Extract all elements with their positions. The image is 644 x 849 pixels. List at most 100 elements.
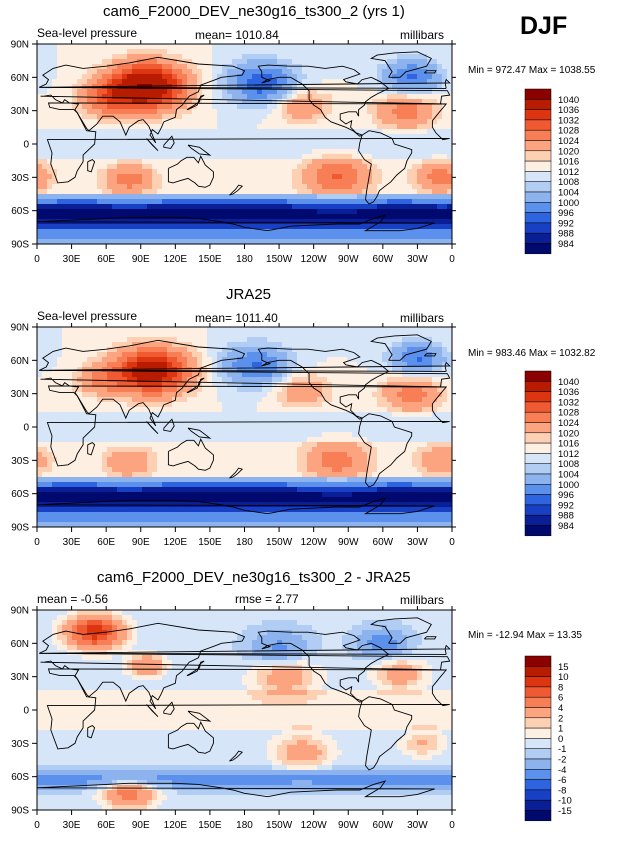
colorbar-label: 992 [558, 500, 574, 511]
colorbar-swatch [524, 686, 552, 698]
colorbar-swatch [524, 381, 552, 392]
coastline-14 [229, 467, 244, 479]
coastline-13 [423, 70, 437, 74]
colorbar-label: 8 [558, 682, 563, 693]
colorbar-label: 984 [558, 239, 574, 250]
coastline-14 [229, 750, 244, 762]
x-tick-label: 90E [132, 254, 150, 265]
coastline-7 [146, 704, 159, 718]
y-tick-label: 90N [11, 323, 29, 334]
colorbar-label: 1028 [558, 408, 579, 419]
coastline-2 [257, 347, 390, 420]
colorbar-swatch [524, 391, 552, 403]
colorbar-label: 996 [558, 208, 574, 219]
coastline-11 [87, 442, 96, 456]
colorbar-swatch [524, 738, 552, 749]
coastline-13 [423, 636, 437, 640]
panel1-left-label: Sea-level pressure [37, 26, 138, 40]
x-tick-label: 60W [373, 820, 394, 831]
colorbar-swatch [524, 232, 552, 244]
colorbar-label: -10 [558, 796, 572, 807]
coastline-5 [369, 617, 432, 644]
colorbar-label: 0 [558, 734, 563, 745]
colorbar-swatch [524, 140, 552, 152]
y-tick-label: 60S [11, 489, 29, 500]
colorbar-label: -15 [558, 806, 572, 817]
x-tick-label: 60W [373, 537, 394, 548]
panel1-units: millibars [400, 28, 445, 42]
colorbar-swatch [524, 411, 552, 423]
x-tick-label: 150E [198, 537, 222, 548]
x-tick-label: 30W [407, 820, 428, 831]
coastline-13 [423, 353, 437, 357]
colorbar-label: 988 [558, 229, 574, 240]
coastline-2 [257, 64, 390, 137]
colorbar-label: 1012 [558, 449, 579, 460]
x-tick-label: 30E [63, 537, 81, 548]
y-tick-label: 90S [11, 240, 29, 251]
y-tick-label: 30S [11, 456, 29, 467]
colorbar-swatch [524, 109, 552, 121]
coastline-10 [186, 94, 205, 111]
x-tick-label: 90E [132, 537, 150, 548]
colorbar-swatch [524, 758, 552, 770]
x-tick-label: 0 [449, 820, 455, 831]
x-tick-label: 60E [97, 820, 115, 831]
colorbar-label: 1004 [558, 470, 579, 481]
coastline-11 [87, 725, 96, 739]
colorbar-label: -4 [558, 765, 566, 776]
colorbar-label: 6 [558, 693, 563, 704]
x-tick-label: 60E [97, 254, 115, 265]
colorbar-label: 1000 [558, 480, 579, 491]
x-tick-label: 180 [236, 537, 253, 548]
colorbar-label: 1016 [558, 157, 579, 168]
coastline-7 [146, 421, 159, 435]
x-tick-label: 120E [164, 820, 188, 831]
coastline-0 [39, 56, 451, 144]
panel2-title: JRA25 [226, 286, 272, 303]
colorbar-label: 996 [558, 490, 574, 501]
x-tick-label: 150W [266, 820, 293, 831]
colorbar-swatch [524, 160, 552, 172]
coastline-6 [37, 497, 435, 515]
panel3-title: cam6_F2000_DEV_ne30g16_ts300_2 - JRA25 [97, 569, 411, 586]
x-tick-label: 150E [198, 820, 222, 831]
colorbar-swatch [524, 789, 552, 801]
coastline-11 [87, 159, 96, 173]
colorbar-swatch [524, 769, 552, 780]
coastline-3 [358, 696, 413, 771]
colorbar-label: 988 [558, 511, 574, 522]
colorbar-swatch [524, 129, 552, 141]
colorbar-swatch [524, 422, 552, 434]
y-tick-label: 30S [11, 739, 29, 750]
colorbar-label: -8 [558, 785, 566, 796]
y-tick-label: 60S [11, 206, 29, 217]
coastline-1 [46, 668, 450, 750]
x-tick-label: 90W [338, 254, 359, 265]
colorbar-label: 992 [558, 218, 574, 229]
x-tick-label: 90E [132, 820, 150, 831]
x-tick-label: 150W [266, 537, 293, 548]
coastline-6 [37, 780, 435, 798]
colorbar-label: 1000 [558, 198, 579, 209]
colorbar-swatch [524, 212, 552, 224]
coastline-12 [39, 361, 451, 372]
panel2-left-label: Sea-level pressure [37, 309, 138, 323]
colorbar-label: 1008 [558, 177, 579, 188]
colorbar-swatch [524, 484, 552, 495]
colorbar-label: 1036 [558, 105, 579, 116]
panel2-colorbar: 1040103610321028102410201016101210081004… [524, 370, 579, 537]
coastline-12 [39, 78, 451, 89]
panel2-mean: mean= 1011.40 [195, 311, 278, 325]
x-tick-label: 0 [34, 820, 40, 831]
coastline-6 [37, 214, 435, 232]
x-tick-label: 120W [301, 820, 328, 831]
colorbar-label: 1024 [558, 418, 579, 429]
colorbar-swatch [524, 171, 552, 182]
colorbar-label: -2 [558, 755, 566, 766]
y-tick-label: 60N [11, 356, 29, 367]
x-tick-label: 150E [198, 254, 222, 265]
coastline-8 [163, 135, 175, 149]
y-tick-label: 30N [11, 672, 29, 683]
